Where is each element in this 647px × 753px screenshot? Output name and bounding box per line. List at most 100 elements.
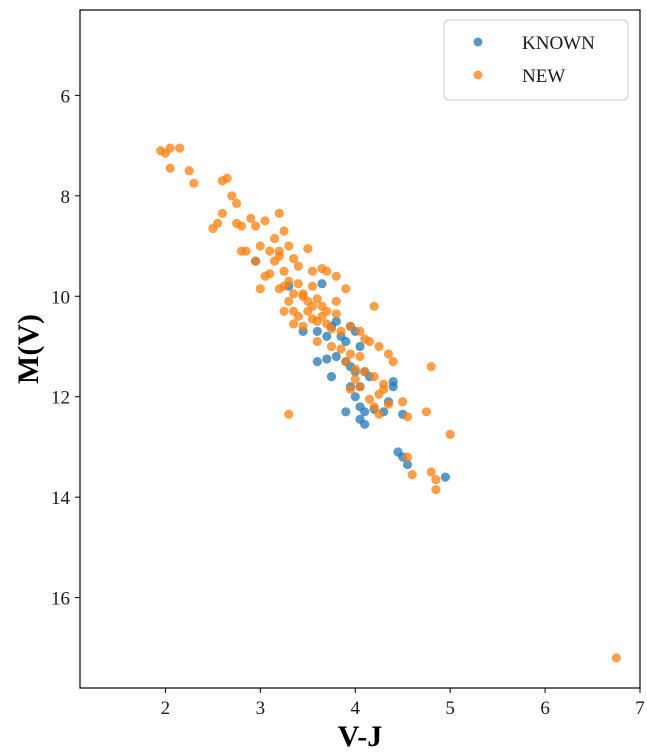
data-point-known	[331, 316, 341, 326]
data-point-new	[307, 266, 318, 276]
plot-frame	[79, 9, 641, 689]
data-point-new	[326, 341, 337, 352]
data-point-new	[369, 402, 379, 412]
data-point-new	[293, 279, 303, 289]
data-point-new	[345, 349, 356, 359]
data-point-new	[402, 452, 413, 462]
legend: KNOWN NEW	[443, 19, 629, 101]
data-point-new	[355, 351, 365, 362]
data-point-new	[312, 294, 322, 304]
data-point-new	[307, 301, 318, 311]
data-point-new	[331, 309, 341, 319]
data-point-new	[279, 281, 289, 291]
data-point-new	[345, 321, 356, 331]
legend-marker-new	[473, 70, 483, 80]
data-point-new	[383, 349, 394, 359]
data-point-known	[312, 357, 322, 367]
data-point-known	[331, 351, 341, 362]
legend-marker-known	[473, 37, 483, 47]
data-point-new	[364, 336, 375, 347]
data-point-known	[341, 336, 351, 347]
data-point-new	[293, 311, 303, 321]
data-point-new	[379, 384, 389, 394]
data-point-known	[360, 407, 370, 417]
x-tick-label: 3	[256, 698, 266, 719]
data-point-new	[364, 394, 375, 404]
data-point-new	[289, 319, 299, 329]
data-point-known	[388, 382, 398, 392]
data-point-new	[369, 301, 379, 311]
data-point-new	[402, 412, 413, 422]
data-point-new	[279, 226, 289, 236]
data-point-new	[274, 208, 284, 218]
data-point-new	[232, 198, 242, 208]
data-point-new	[426, 467, 436, 477]
data-point-new	[246, 213, 256, 223]
data-point-new	[317, 311, 327, 321]
data-point-new	[184, 166, 194, 176]
data-point-new	[251, 221, 261, 231]
y-tick-label: 10	[51, 287, 70, 308]
y-tick-label: 12	[51, 388, 70, 409]
x-tick-label: 4	[351, 698, 361, 719]
y-tick-label: 8	[61, 187, 71, 208]
data-point-new	[289, 254, 299, 264]
data-point-new	[374, 409, 384, 419]
data-point-known	[402, 459, 413, 470]
data-point-new	[260, 216, 270, 226]
data-point-new	[222, 173, 232, 183]
x-tick-label: 7	[635, 698, 645, 719]
legend-label-new: NEW	[522, 66, 565, 87]
y-tick-label: 14	[51, 488, 71, 509]
data-point-new	[611, 653, 621, 663]
data-points	[156, 143, 621, 663]
data-point-new	[407, 470, 417, 480]
data-point-new	[355, 326, 365, 336]
data-point-new	[426, 362, 436, 372]
data-point-known	[355, 341, 365, 352]
data-point-new	[279, 306, 289, 316]
data-point-new	[265, 246, 275, 256]
data-point-new	[274, 246, 284, 256]
data-point-known	[322, 354, 332, 364]
data-point-new	[350, 364, 360, 374]
data-point-new	[303, 244, 313, 254]
data-point-known	[440, 472, 450, 482]
data-point-new	[298, 291, 308, 301]
data-point-new	[312, 336, 322, 347]
data-point-new	[374, 341, 384, 352]
data-point-new	[289, 289, 299, 299]
legend-box	[443, 19, 629, 101]
data-point-new	[341, 284, 351, 294]
data-point-new	[431, 475, 441, 485]
data-point-new	[165, 163, 175, 173]
data-point-new	[284, 241, 294, 251]
data-point-new	[227, 191, 237, 201]
data-point-new	[298, 321, 308, 331]
x-axis-title: V-J	[338, 720, 382, 753]
data-point-new	[331, 296, 341, 306]
data-point-new	[326, 324, 337, 334]
data-point-new	[398, 397, 408, 407]
data-point-known	[322, 331, 332, 341]
data-point-known	[350, 392, 360, 402]
data-point-new	[341, 357, 351, 367]
data-point-new	[251, 256, 261, 266]
data-point-new	[175, 143, 185, 153]
x-tick-label: 2	[161, 698, 171, 719]
data-point-new	[293, 261, 303, 271]
data-point-new	[336, 344, 346, 354]
data-point-new	[279, 266, 289, 276]
data-point-known	[317, 279, 327, 289]
data-point-new	[255, 241, 265, 251]
data-point-new	[189, 178, 199, 188]
x-axis-ticks: 2 3 4 5 6 7	[161, 688, 645, 719]
data-point-new	[165, 143, 175, 153]
data-point-known	[326, 372, 337, 382]
data-point-new	[383, 399, 394, 409]
data-point-new	[208, 223, 218, 234]
data-point-new	[284, 296, 294, 306]
data-point-new	[255, 284, 265, 294]
data-point-new	[322, 266, 332, 276]
